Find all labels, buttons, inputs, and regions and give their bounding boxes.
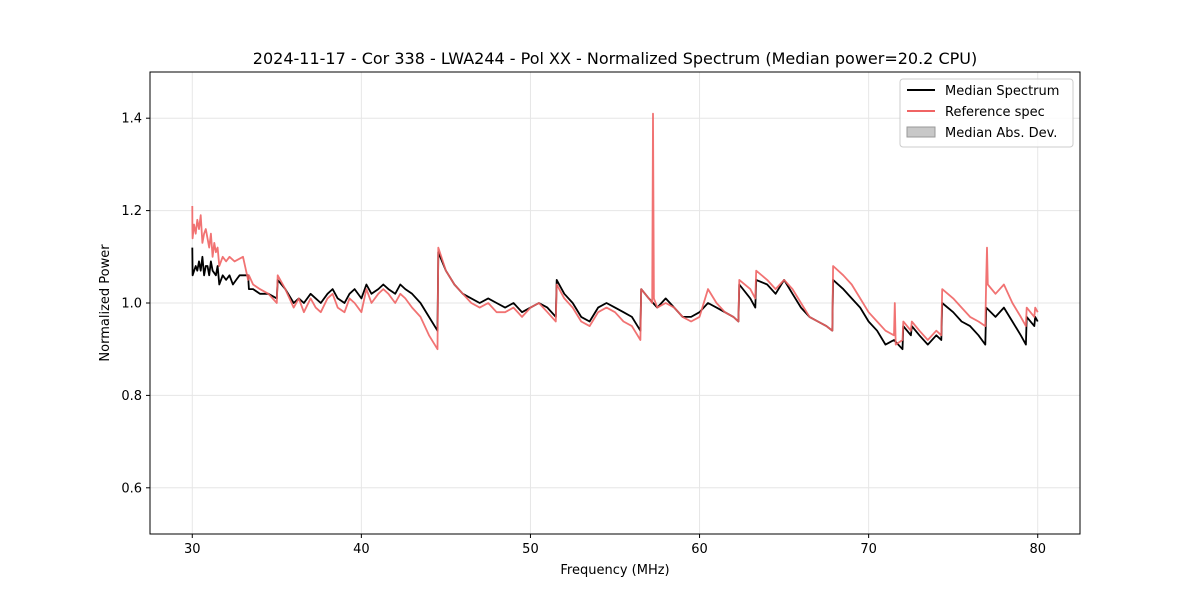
x-tick-label: 70 <box>860 542 877 557</box>
tick-layer: 30 40 50 60 70 80 0.6 0.8 1.0 1.2 1.4 <box>121 112 1046 557</box>
legend-box <box>899 78 1074 148</box>
series-layer <box>191 112 1039 351</box>
legend-label-median: Median Spectrum <box>945 84 1059 99</box>
y-tick-label: 1.0 <box>121 297 142 312</box>
legend: Median Spectrum Reference spec Median Ab… <box>899 78 1074 148</box>
x-tick-label: 60 <box>691 542 708 557</box>
chart-title: 2024-11-17 - Cor 338 - LWA244 - Pol XX -… <box>253 49 977 68</box>
x-tick-label: 80 <box>1029 542 1046 557</box>
x-tick-label: 40 <box>353 542 370 557</box>
x-axis-title: Frequency (MHz) <box>560 563 669 578</box>
y-tick-label: 0.8 <box>121 389 142 404</box>
legend-label-mad: Median Abs. Dev. <box>945 126 1057 141</box>
y-axis-title: Normalized Power <box>98 244 113 362</box>
legend-label-reference: Reference spec <box>945 105 1045 120</box>
x-tick-label: 30 <box>184 542 201 557</box>
legend-swatch-mad <box>906 126 936 138</box>
y-tick-label: 0.6 <box>121 481 142 496</box>
reference-spec-line <box>191 112 1039 351</box>
y-tick-label: 1.2 <box>121 204 142 219</box>
y-tick-label: 1.4 <box>121 112 142 127</box>
x-tick-label: 50 <box>522 542 539 557</box>
